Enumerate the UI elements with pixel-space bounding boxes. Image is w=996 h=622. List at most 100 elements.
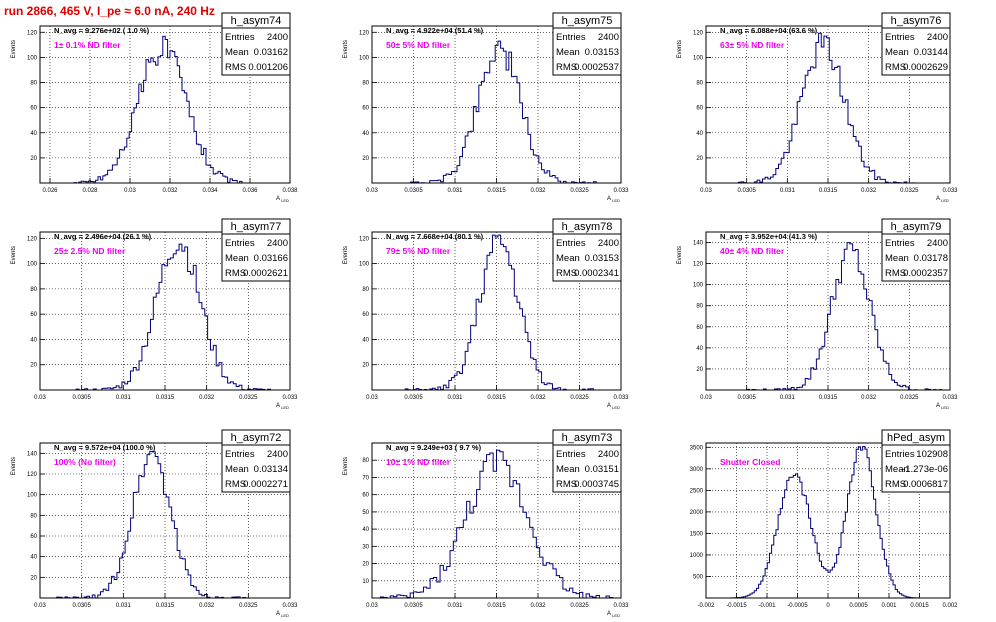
stats-value: 0.0002629 [903, 62, 948, 73]
histogram-name: h_asym74 [231, 15, 282, 27]
filter-annotation: 50± 5% ND filter [386, 40, 451, 50]
y-tick-label: 40 [362, 527, 369, 533]
x-tick-label: 0.0305 [737, 395, 756, 401]
stats-label: Mean [225, 464, 249, 475]
x-axis-title-main: A [607, 403, 611, 409]
y-tick-label: 20 [362, 363, 369, 369]
x-tick-label: 0.03 [366, 603, 378, 609]
x-tick-label: -0.001 [758, 603, 776, 609]
histogram-series [730, 32, 918, 184]
histogram-pad-h_asym76: 0.03 0.0305 0.031 0.0315 0.032 0.0325 0.033 20 4… [677, 12, 958, 203]
y-tick-label: 40 [30, 337, 37, 343]
x-tick-label: 0.0315 [487, 603, 506, 609]
stats-value: 102908 [916, 449, 948, 460]
stats-box [881, 429, 951, 493]
stats-value: 0.0003745 [574, 479, 619, 490]
x-tick-label: 0.0305 [404, 188, 423, 194]
x-axis-title: A LED [276, 611, 289, 618]
stats-value: 0.0002357 [903, 268, 948, 279]
x-axis-title-sub: LED [611, 198, 620, 203]
stats-label: RMS [556, 479, 577, 490]
y-tick-label: 60 [30, 106, 37, 112]
x-tick-label: 0.033 [282, 395, 298, 401]
y-tick-label: 120 [693, 30, 704, 36]
navg-annotation: N_avg = 9.249e+03 ( 9.7 %) [386, 443, 482, 452]
x-tick-label: 0.0315 [487, 395, 506, 401]
x-tick-label: 0.0315 [487, 188, 506, 194]
y-tick-label: 20 [362, 562, 369, 568]
stats-label: Mean [225, 47, 249, 58]
histogram-pad-h_asym78: 0.03 0.0305 0.031 0.0315 0.032 0.0325 0.033 20 4… [343, 218, 629, 410]
y-axis-title: Events [343, 40, 349, 58]
x-axis-title-sub: LED [280, 198, 289, 203]
x-axis-title: A LED [607, 611, 620, 618]
x-axis-title-main: A [936, 196, 940, 202]
x-tick-label: 0.001 [881, 603, 897, 609]
histogram-pad-h_asym75: 0.03 0.0305 0.031 0.0315 0.032 0.0325 0.033 20 4… [343, 12, 629, 203]
stats-label: Mean [556, 47, 580, 58]
x-axis-title: A LED [607, 403, 620, 410]
stats-label: Entries [885, 32, 915, 43]
x-tick-label: 0.032 [861, 395, 877, 401]
x-tick-label: 0.031 [116, 395, 132, 401]
stats-value: 0.03166 [254, 253, 288, 264]
navg-annotation: N_avg = 9.572e+04 (100.0 %) [54, 443, 156, 452]
stats-value: 2400 [267, 238, 288, 249]
x-tick-label: 0.026 [42, 188, 58, 194]
y-tick-label: 50 [362, 510, 369, 516]
stats-label: Mean [556, 253, 580, 264]
plot-frame [39, 25, 291, 184]
stats-value: 0.001206 [248, 62, 288, 73]
stats-value: 0.0002271 [243, 479, 288, 490]
y-tick-label: 10 [362, 579, 369, 585]
y-axis-title: Events [677, 40, 683, 58]
stats-label: Mean [556, 464, 580, 475]
x-tick-label: 0.032 [162, 188, 178, 194]
y-axis-title: Events [11, 246, 17, 264]
y-tick-label: 100 [693, 55, 704, 61]
y-axis-title: Events [11, 40, 17, 58]
x-tick-label: 0.033 [613, 395, 629, 401]
y-tick-label: 20 [30, 363, 37, 369]
x-tick-label: -0.002 [697, 603, 715, 609]
y-tick-label: 60 [30, 534, 37, 540]
stats-label: Mean [885, 47, 909, 58]
y-tick-label: 140 [27, 451, 38, 457]
stats-label: Mean [885, 464, 909, 475]
y-tick-label: 120 [27, 30, 38, 36]
x-tick-label: 0.03 [366, 188, 378, 194]
filter-annotation: 79± 5% ND filter [386, 246, 451, 256]
stats-value: 0.0002537 [574, 62, 619, 73]
stats-value: 2400 [927, 238, 948, 249]
stats-label: Entries [556, 32, 586, 43]
histogram-series [73, 243, 274, 391]
x-tick-label: 0.032 [199, 603, 215, 609]
x-tick-label: 0.0305 [737, 188, 756, 194]
x-tick-label: 0.032 [530, 603, 546, 609]
stats-label: RMS [885, 62, 906, 73]
x-tick-label: 0.031 [447, 188, 463, 194]
navg-annotation: N_avg = 9.276e+02 ( 1.0 %) [54, 26, 150, 35]
x-tick-label: 0.0325 [239, 395, 258, 401]
x-axis-title-sub: LED [611, 613, 620, 618]
stats-label: RMS [225, 62, 246, 73]
x-tick-label: 0.031 [780, 395, 796, 401]
x-tick-label: 0.032 [861, 188, 877, 194]
stats-value: 2400 [598, 238, 619, 249]
x-axis-title-sub: LED [280, 613, 289, 618]
x-tick-label: 0.033 [282, 603, 298, 609]
histogram-name: h_asym72 [231, 432, 282, 444]
y-tick-label: 120 [27, 472, 38, 478]
x-tick-label: 0.0005 [849, 603, 868, 609]
y-tick-label: 60 [362, 312, 369, 318]
filter-annotation: 25± 2.5% ND filter [54, 246, 126, 256]
histogram-name: h_asym73 [562, 432, 613, 444]
histogram-name: h_asym79 [891, 221, 942, 233]
y-tick-label: 100 [27, 493, 38, 499]
stats-label: Mean [885, 253, 909, 264]
stats-box [221, 12, 291, 76]
x-axis-title: A LED [607, 196, 620, 203]
stats-value: 0.03134 [254, 464, 288, 475]
stats-box [221, 218, 291, 282]
